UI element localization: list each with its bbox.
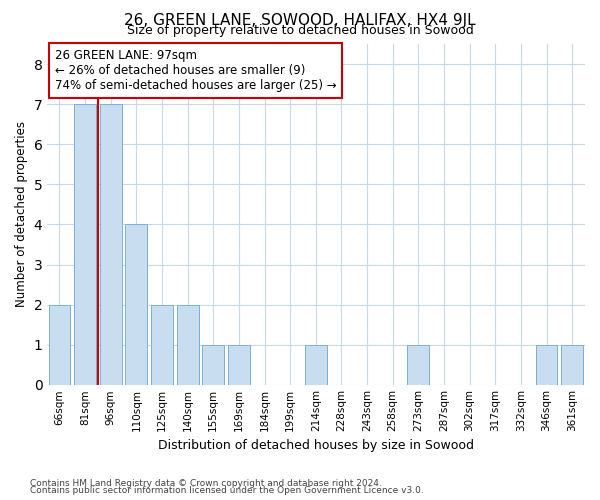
Text: Size of property relative to detached houses in Sowood: Size of property relative to detached ho…: [127, 24, 473, 37]
Bar: [74, 104, 96, 385]
Text: Contains HM Land Registry data © Crown copyright and database right 2024.: Contains HM Land Registry data © Crown c…: [30, 478, 382, 488]
Bar: [202, 345, 224, 385]
Bar: [125, 224, 147, 385]
Bar: [407, 345, 429, 385]
Bar: [177, 304, 199, 385]
Bar: [49, 304, 70, 385]
Bar: [151, 304, 173, 385]
Text: 26 GREEN LANE: 97sqm
← 26% of detached houses are smaller (9)
74% of semi-detach: 26 GREEN LANE: 97sqm ← 26% of detached h…: [55, 49, 336, 92]
Bar: [305, 345, 326, 385]
Text: Contains public sector information licensed under the Open Government Licence v3: Contains public sector information licen…: [30, 486, 424, 495]
X-axis label: Distribution of detached houses by size in Sowood: Distribution of detached houses by size …: [158, 440, 474, 452]
Y-axis label: Number of detached properties: Number of detached properties: [15, 122, 28, 308]
Bar: [228, 345, 250, 385]
Bar: [536, 345, 557, 385]
Bar: [561, 345, 583, 385]
Text: 26, GREEN LANE, SOWOOD, HALIFAX, HX4 9JL: 26, GREEN LANE, SOWOOD, HALIFAX, HX4 9JL: [124, 12, 476, 28]
Bar: [100, 104, 122, 385]
